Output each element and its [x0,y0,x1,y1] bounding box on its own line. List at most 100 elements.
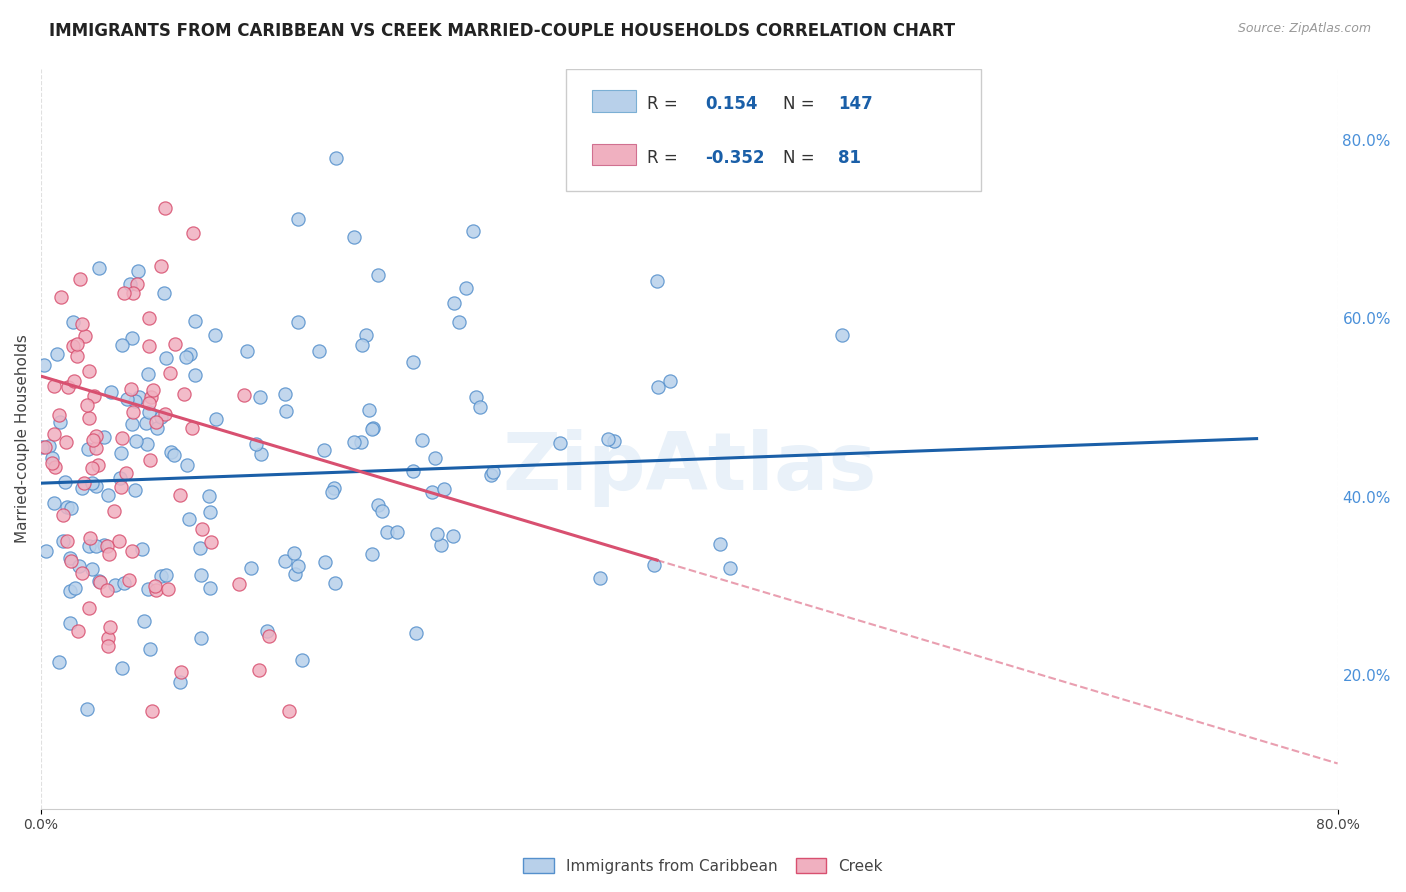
Point [153,201,176,215]
Point [375,524,398,539]
Point [402,464,425,478]
FancyBboxPatch shape [592,144,637,165]
Point [188,541,211,555]
Text: ZipAtlas: ZipAtlas [502,429,876,508]
Point [245,436,267,450]
Point [420,484,443,499]
Point [77,411,100,425]
Point [181,226,204,240]
Point [51,290,73,304]
Point [138,339,160,353]
Text: Source: ZipAtlas.com: Source: ZipAtlas.com [1237,22,1371,36]
Point [108,534,131,549]
Point [53,475,76,489]
Point [191,522,214,536]
Point [465,390,488,404]
Point [111,338,134,352]
Point [135,416,157,430]
Point [96,539,118,553]
Point [443,296,465,310]
Point [173,387,195,401]
FancyBboxPatch shape [592,90,637,112]
Point [79,539,101,553]
Point [367,268,389,282]
Point [84,540,107,554]
Point [402,355,425,369]
Point [79,531,101,545]
Point [179,346,201,360]
Point [121,285,143,300]
FancyBboxPatch shape [567,69,981,191]
Point [709,536,731,550]
Point [34,440,56,454]
Point [461,224,484,238]
Point [59,550,82,565]
Point [157,582,180,597]
Point [145,415,167,429]
Point [645,274,668,288]
Point [153,285,176,300]
Point [170,665,193,680]
Point [141,390,163,404]
Text: N =: N = [783,149,814,167]
Point [127,277,149,292]
Point [120,382,142,396]
Point [411,433,433,447]
Point [145,579,167,593]
Point [718,560,741,574]
Point [59,584,82,599]
Point [190,631,212,645]
Point [48,655,70,669]
Point [121,331,143,345]
Point [181,421,204,435]
Point [52,508,75,523]
Point [429,538,451,552]
Point [184,314,207,328]
Point [125,434,148,449]
Point [433,482,456,496]
Point [70,566,93,581]
Point [128,390,150,404]
Point [82,433,104,447]
Point [75,328,97,343]
Point [323,575,346,590]
Point [80,461,103,475]
Point [42,426,65,441]
Point [103,504,125,518]
Point [184,368,207,383]
Point [159,445,181,459]
Point [97,816,120,830]
Point [108,471,131,485]
Point [32,358,55,372]
Point [479,468,502,483]
Point [287,315,309,329]
Point [598,432,620,446]
Point [198,505,221,519]
Point [124,483,146,497]
Point [273,554,295,568]
Point [159,366,181,380]
Point [93,430,115,444]
Point [77,442,100,456]
Point [63,581,86,595]
Point [114,576,136,591]
Point [45,347,67,361]
Point [163,449,186,463]
Point [423,451,446,466]
Point [141,704,163,718]
Point [145,582,167,597]
Point [240,561,263,575]
Point [200,581,222,595]
Point [110,661,132,675]
Point [139,642,162,657]
Point [66,624,89,639]
Point [150,409,173,424]
Point [56,500,79,514]
Point [127,263,149,277]
Point [48,408,70,422]
Text: IMMIGRANTS FROM CARIBBEAN VS CREEK MARRIED-COUPLE HOUSEHOLDS CORRELATION CHART: IMMIGRANTS FROM CARIBBEAN VS CREEK MARRI… [49,22,955,40]
Point [250,447,273,461]
Point [62,339,84,353]
Point [82,475,104,490]
Text: R =: R = [647,95,678,113]
